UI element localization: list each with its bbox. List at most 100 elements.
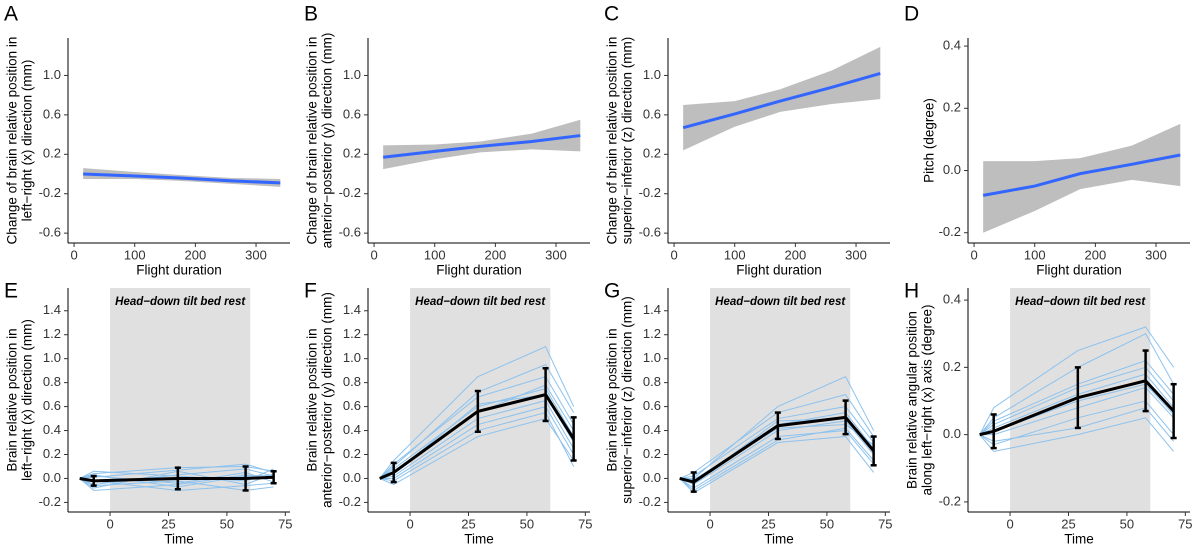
- x-tick-label: 300: [245, 247, 267, 262]
- error-bar: [542, 367, 549, 423]
- error-bar: [842, 399, 849, 436]
- x-tick-label: 25: [1061, 516, 1075, 531]
- x-tick-label: 200: [185, 247, 207, 262]
- y-tick-label: -0.2: [939, 224, 961, 239]
- y-tick-label: 0.2: [943, 100, 961, 115]
- y-tick-label: -0.2: [339, 185, 361, 200]
- y-tick-label: 0.0: [643, 470, 661, 485]
- y-tick-label: 0.6: [343, 106, 361, 121]
- y-axis-title: Brain relative position in: [305, 328, 320, 471]
- y-tick-label: 0.8: [343, 374, 361, 389]
- x-axis-title: Flight duration: [1036, 263, 1122, 278]
- x-tick-label: 0: [406, 516, 413, 531]
- error-bar: [1074, 366, 1081, 430]
- confidence-band: [683, 46, 881, 151]
- confidence-band: [383, 119, 581, 170]
- y-tick-label: 0.6: [643, 398, 661, 413]
- y-tick-label: -0.2: [939, 493, 961, 508]
- panel-letter: D: [904, 3, 919, 26]
- y-axis-title: Brain relative position in: [605, 328, 620, 471]
- error-bar: [390, 461, 397, 484]
- error-bar: [90, 474, 97, 487]
- x-tick-label: 0: [970, 247, 977, 262]
- y-axis-title: along left−right (x) axis (degree): [920, 305, 935, 496]
- subject-line: [679, 436, 875, 494]
- y-tick-label: -0.6: [39, 225, 61, 240]
- annotation: Head−down tilt bed rest: [715, 296, 846, 308]
- y-tick-label: 0.0: [343, 470, 361, 485]
- y-tick-label: 1.2: [43, 326, 61, 341]
- panel-letter: G: [604, 280, 620, 303]
- y-tick-label: 0.6: [43, 106, 61, 121]
- y-tick-label: 1.0: [343, 350, 361, 365]
- panel-letter: F: [304, 280, 317, 303]
- subject-line: [979, 417, 1175, 453]
- fit-line: [982, 153, 1181, 197]
- x-tick-label: 25: [161, 516, 175, 531]
- y-tick-label: -0.6: [639, 225, 661, 240]
- y-tick-label: 0.4: [943, 38, 961, 53]
- annotation: Head−down tilt bed rest: [1015, 296, 1146, 308]
- error-bar: [242, 465, 249, 492]
- y-axis-title: superior−inferior (z) direction (mm): [620, 296, 635, 503]
- y-axis-title: Pitch (degree): [922, 98, 937, 183]
- y-tick-label: 0.4: [943, 292, 961, 307]
- x-tick-label: 200: [1085, 247, 1107, 262]
- y-tick-label: 0.2: [43, 146, 61, 161]
- error-bar: [174, 466, 181, 491]
- x-axis-title: Time: [164, 532, 194, 547]
- panel-letter: C: [604, 3, 619, 26]
- y-tick-label: 0.6: [643, 106, 661, 121]
- error-bar: [1170, 382, 1177, 440]
- y-tick-label: 0.2: [643, 446, 661, 461]
- y-axis-title: left−right (x) direction (mm): [20, 60, 35, 222]
- fit-line: [682, 72, 881, 130]
- x-axis-title: Time: [764, 532, 794, 547]
- subject-line: [979, 326, 1175, 435]
- y-tick-label: 0.2: [343, 446, 361, 461]
- error-bar: [1142, 349, 1149, 413]
- y-tick-label: -0.2: [639, 494, 661, 509]
- x-axis-title: Flight duration: [136, 263, 222, 278]
- shade-region: [710, 288, 851, 512]
- y-tick-label: 0.0: [943, 162, 961, 177]
- y-tick-label: 0.4: [643, 422, 661, 437]
- x-tick-label: 0: [70, 247, 77, 262]
- confidence-band: [983, 123, 1181, 233]
- x-tick-label: 0: [370, 247, 377, 262]
- y-tick-label: 0.0: [943, 426, 961, 441]
- x-tick-label: 75: [1178, 516, 1192, 531]
- y-tick-label: 1.0: [43, 350, 61, 365]
- y-axis-title: anterior−posterior (y) direction (mm): [320, 33, 335, 249]
- y-axis-title: Change of brain relative position in: [5, 37, 20, 245]
- x-tick-label: 25: [761, 516, 775, 531]
- y-axis-title: Brain relative angular position: [905, 311, 920, 489]
- y-tick-label: -0.2: [39, 185, 61, 200]
- y-axis-title: Change of brain relative position in: [605, 37, 620, 245]
- x-tick-label: 200: [785, 247, 807, 262]
- x-tick-label: 0: [670, 247, 677, 262]
- x-axis-title: Flight duration: [436, 263, 522, 278]
- x-tick-label: 300: [545, 247, 567, 262]
- x-tick-label: 100: [724, 247, 746, 262]
- fit-line: [382, 134, 581, 159]
- subject-line: [379, 417, 575, 486]
- y-tick-label: -0.2: [639, 185, 661, 200]
- y-tick-label: 0.8: [643, 374, 661, 389]
- y-tick-label: 1.0: [43, 67, 61, 82]
- y-tick-label: 1.2: [343, 326, 361, 341]
- x-tick-label: 25: [461, 516, 475, 531]
- error-bar: [474, 389, 481, 433]
- y-tick-label: 0.8: [43, 374, 61, 389]
- subject-line: [679, 375, 875, 479]
- x-tick-label: 50: [1120, 516, 1134, 531]
- x-tick-label: 0: [106, 516, 113, 531]
- y-tick-label: -0.2: [339, 494, 361, 509]
- x-tick-label: 0: [1006, 516, 1013, 531]
- y-axis-title: superior−inferior (z) direction (mm): [620, 37, 635, 244]
- error-bar: [870, 435, 877, 467]
- error-bar: [774, 411, 781, 441]
- x-tick-label: 50: [220, 516, 234, 531]
- y-tick-label: 1.4: [43, 302, 61, 317]
- y-tick-label: 1.0: [643, 67, 661, 82]
